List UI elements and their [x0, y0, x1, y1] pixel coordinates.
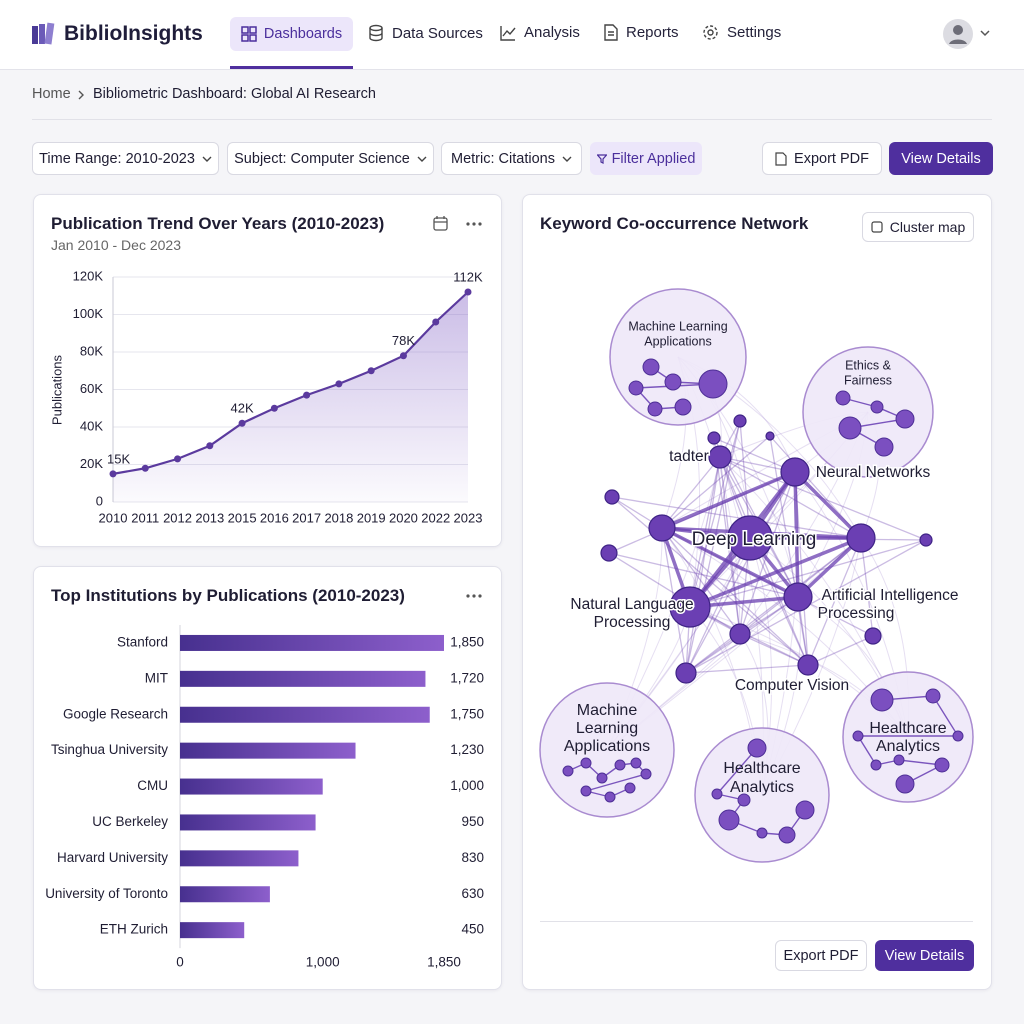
view-details-button[interactable]: View Details	[889, 142, 993, 175]
breadcrumb-current: Bibliometric Dashboard: Global AI Resear…	[93, 86, 376, 102]
card-title: Keyword Co-occurrence Network	[540, 214, 809, 233]
icon	[241, 26, 257, 42]
export-pdf-button[interactable]: Export PDF	[762, 142, 882, 175]
filter-time-range[interactable]: Time Range: 2010-2023	[32, 142, 219, 175]
nav-reports[interactable]: Reports	[604, 24, 679, 41]
card-menu[interactable]	[462, 588, 486, 604]
icon	[369, 24, 383, 42]
nav-analysis[interactable]: Analysis	[500, 24, 580, 41]
filter-label: Metric: Citations	[451, 150, 555, 167]
top-bar: BiblioInsights Dashboards Data Sources A…	[0, 0, 1024, 70]
chevron	[562, 156, 572, 162]
nav-label: Analysis	[524, 24, 580, 41]
icon	[703, 25, 718, 40]
card-title: Publication Trend Over Years (2010-2023)	[51, 214, 385, 233]
filter-label: Time Range: 2010-2023	[39, 150, 195, 167]
button-label: Cluster map	[889, 219, 966, 235]
icon	[500, 25, 516, 41]
user-menu[interactable]	[940, 17, 996, 51]
divider	[540, 921, 973, 922]
brand-name: BiblioInsights	[64, 22, 203, 45]
breadcrumb-home[interactable]: Home	[32, 86, 71, 102]
nav-dashboards[interactable]: Dashboards	[230, 17, 353, 51]
institutions-card	[33, 566, 502, 990]
button-label: View Details	[901, 150, 981, 167]
nav-label: Data Sources	[392, 24, 483, 42]
cluster-map-button[interactable]: Cluster map	[862, 212, 974, 242]
chevron	[417, 156, 427, 162]
card-tools[interactable]	[432, 215, 484, 233]
card-title: Top Institutions by Publications (2010-2…	[51, 586, 405, 605]
export-pdf-button[interactable]: Export PDF	[775, 940, 867, 971]
breadcrumb-separator	[78, 90, 84, 100]
active-underline	[230, 66, 353, 69]
nav-settings[interactable]: Settings	[702, 24, 781, 41]
nav-data-sources[interactable]: Data Sources	[368, 24, 483, 42]
icon	[871, 221, 883, 233]
button-label: View Details	[884, 947, 965, 964]
pdf-icon	[775, 151, 787, 166]
view-details-button[interactable]: View Details	[875, 940, 974, 971]
chevron	[202, 156, 212, 162]
filter-icon	[596, 153, 607, 164]
filter-label: Subject: Computer Science	[234, 150, 410, 167]
network-card	[522, 194, 992, 990]
filter-label: Filter Applied	[611, 150, 696, 167]
divider	[32, 119, 992, 120]
nav-label: Dashboards	[263, 26, 343, 42]
card-subtitle: Jan 2010 - Dec 2023	[51, 237, 181, 253]
filter-applied[interactable]: Filter Applied	[590, 142, 702, 175]
icon	[604, 24, 618, 41]
brand-logo	[32, 22, 55, 45]
button-label: Export PDF	[783, 947, 859, 964]
filter-metric[interactable]: Metric: Citations	[441, 142, 582, 175]
nav-label: Reports	[626, 24, 679, 41]
nav-label: Settings	[727, 24, 782, 41]
button-label: Export PDF	[794, 150, 869, 167]
filter-subject[interactable]: Subject: Computer Science	[227, 142, 434, 175]
